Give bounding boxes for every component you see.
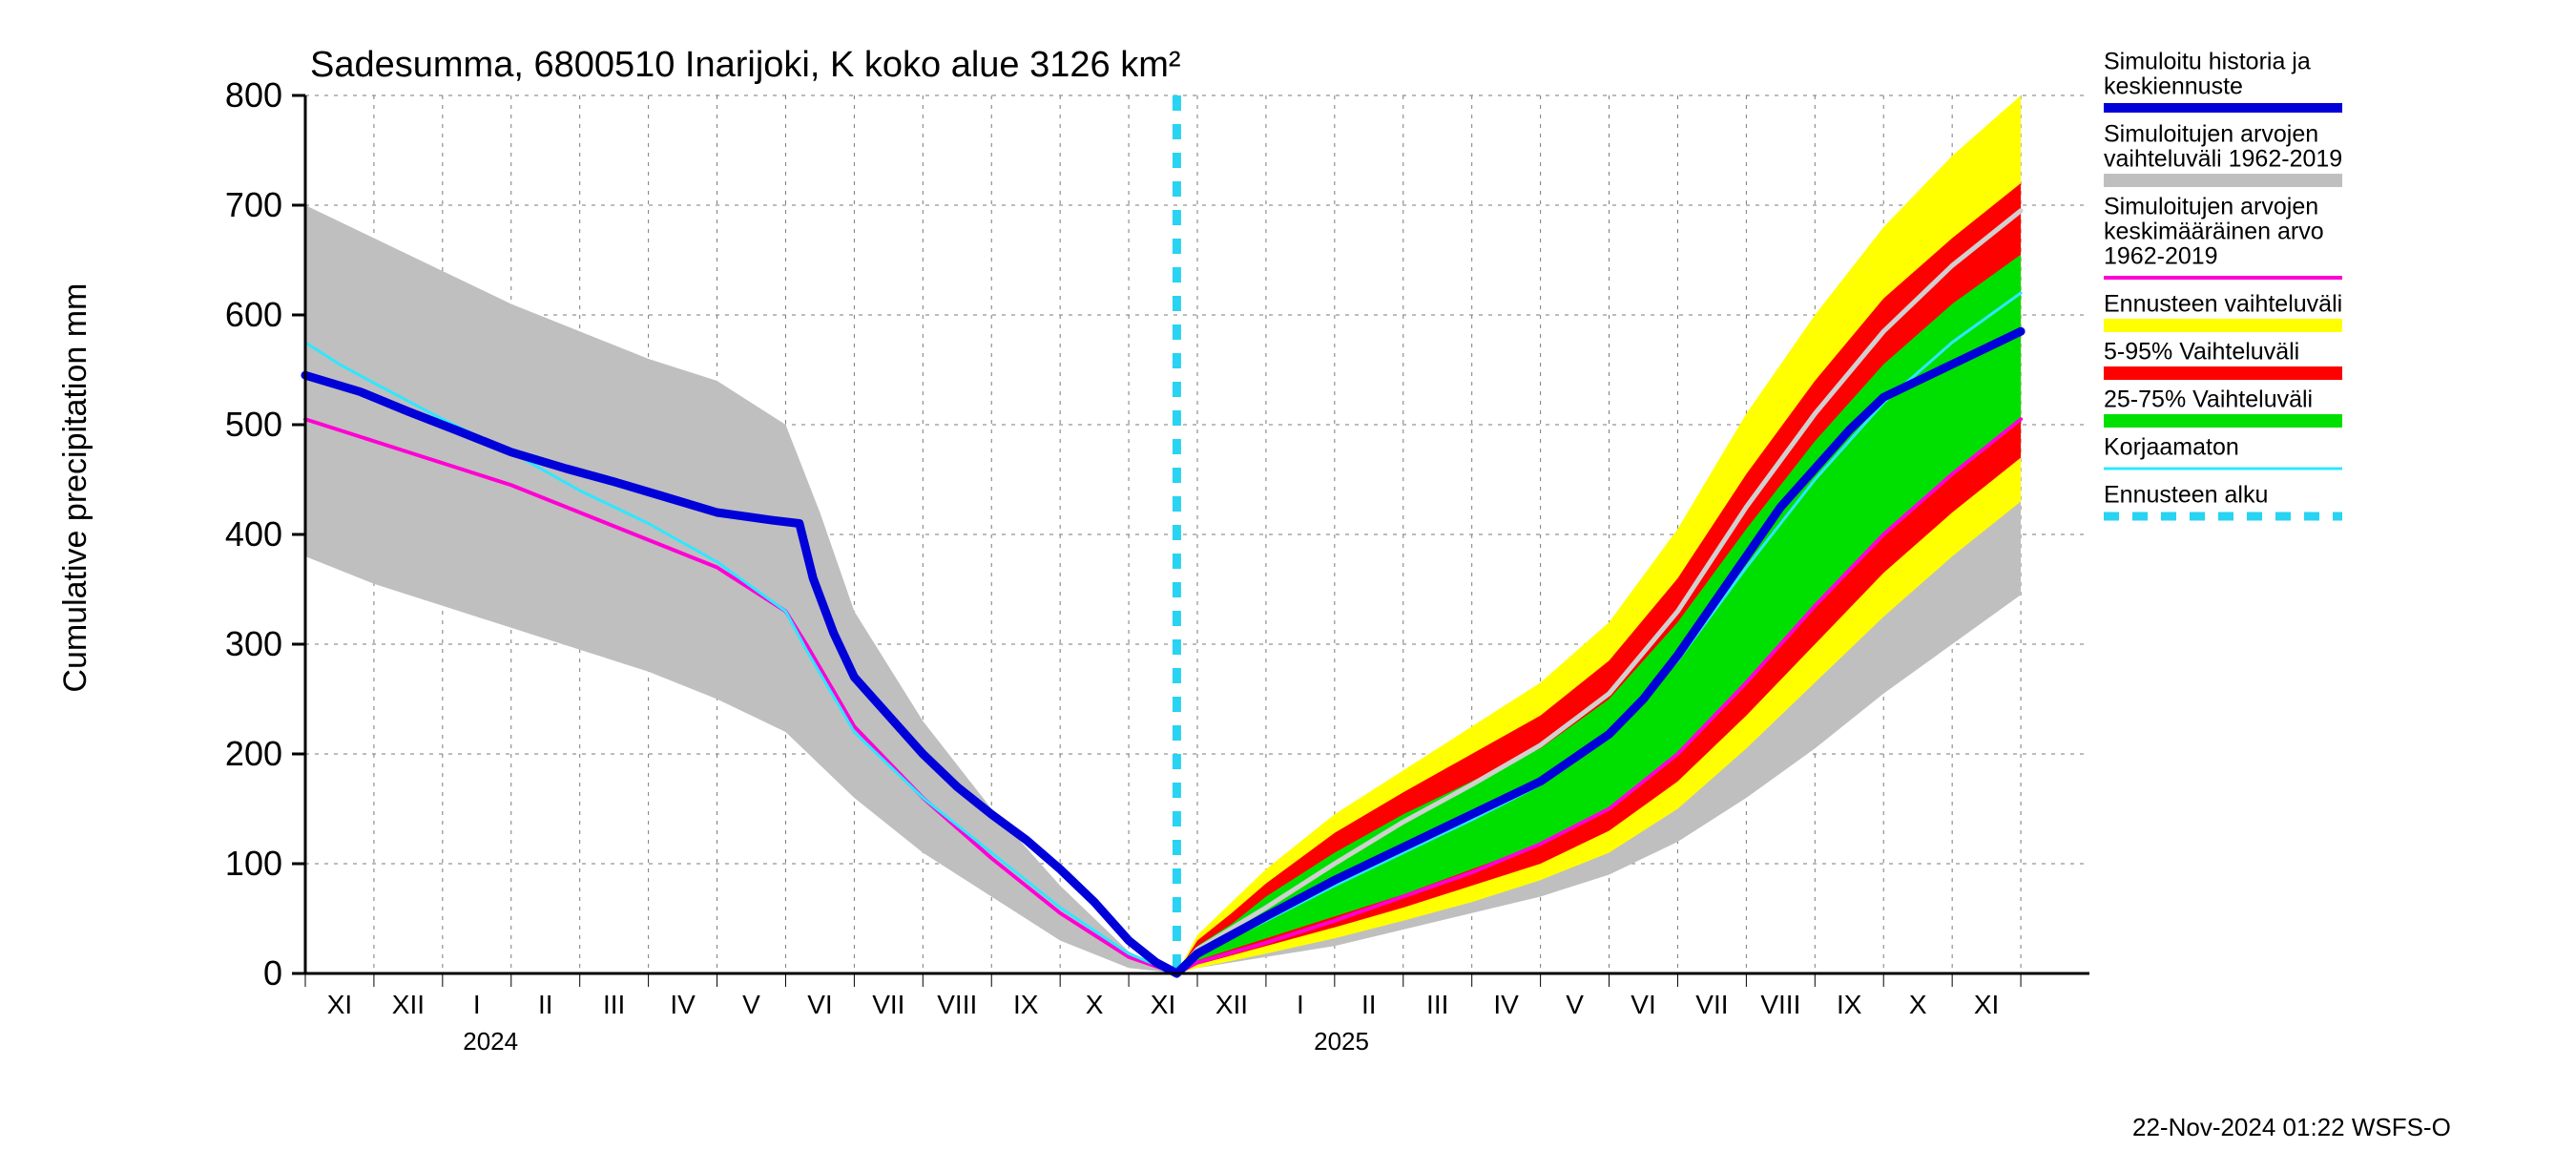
x-month-label: V [742, 990, 760, 1019]
legend-label: Korjaamaton [2104, 434, 2239, 461]
x-month-label: IV [670, 990, 696, 1019]
x-month-label: XII [1215, 990, 1248, 1019]
legend-label: keskiennuste [2104, 73, 2243, 100]
legend-label: vaihteluväli 1962-2019 [2104, 146, 2342, 173]
x-month-label: VI [1631, 990, 1655, 1019]
x-month-label: IX [1837, 990, 1862, 1019]
y-axis-label: Cumulative precipitation mm [57, 283, 93, 693]
y-tick-label: 800 [225, 75, 282, 115]
x-month-label: VI [807, 990, 832, 1019]
x-month-label: IV [1493, 990, 1519, 1019]
y-tick-label: 200 [225, 734, 282, 773]
x-month-label: II [1361, 990, 1377, 1019]
x-month-label: I [473, 990, 481, 1019]
x-month-label: VIII [1760, 990, 1800, 1019]
x-month-label: XII [392, 990, 425, 1019]
x-month-label: III [603, 990, 625, 1019]
legend-label: Ennusteen vaihteluväli [2104, 291, 2342, 318]
y-tick-label: 300 [225, 624, 282, 663]
x-year-label: 2024 [463, 1027, 518, 1056]
chart-root: 0 100 200 300 400 500 600 700 800 Cumulative prec… [0, 0, 2576, 1145]
x-month-label: I [1297, 990, 1304, 1019]
x-month-label: X [1909, 990, 1927, 1019]
legend-entry: Ennusteen vaihteluväli [2104, 291, 2342, 325]
legend-label: Simuloitujen arvojen [2104, 121, 2318, 148]
legend-label: 5-95% Vaihteluväli [2104, 339, 2299, 366]
x-month-label: XI [1974, 990, 1999, 1019]
legend-label: Simuloitu historia ja [2104, 49, 2311, 75]
x-month-label: XI [327, 990, 352, 1019]
legend-label: 1962-2019 [2104, 243, 2218, 270]
x-month-label: II [538, 990, 553, 1019]
legend-label: keskimääräinen arvo [2104, 219, 2324, 245]
x-year-label: 2025 [1314, 1027, 1369, 1056]
x-month-label: V [1566, 990, 1584, 1019]
x-month-label: X [1086, 990, 1104, 1019]
y-tick-label: 400 [225, 514, 282, 554]
legend-label: Simuloitujen arvojen [2104, 194, 2318, 220]
legend-entry: 25-75% Vaihteluväli [2104, 387, 2342, 421]
x-month-label: III [1426, 990, 1448, 1019]
legend-label: 25-75% Vaihteluväli [2104, 387, 2313, 413]
y-tick-label: 100 [225, 844, 282, 883]
y-tick-label: 500 [225, 405, 282, 444]
y-tick-label: 0 [263, 953, 282, 993]
x-month-label: VII [1695, 990, 1728, 1019]
x-month-label: XI [1151, 990, 1175, 1019]
x-month-label: VIII [937, 990, 977, 1019]
legend-entry: Simuloitujen arvojenvaihteluväli 1962-20… [2104, 121, 2342, 180]
legend-label: Ennusteen alku [2104, 482, 2268, 509]
y-tick-label: 600 [225, 295, 282, 334]
chart-title: Sadesumma, 6800510 Inarijoki, K koko alu… [310, 45, 1181, 85]
chart-footer: 22-Nov-2024 01:22 WSFS-O [2132, 1113, 2451, 1141]
chart-svg: 0 100 200 300 400 500 600 700 800 Cumulative prec… [0, 0, 2576, 1145]
x-month-label: VII [872, 990, 904, 1019]
x-month-label: IX [1013, 990, 1039, 1019]
y-tick-label: 700 [225, 185, 282, 224]
